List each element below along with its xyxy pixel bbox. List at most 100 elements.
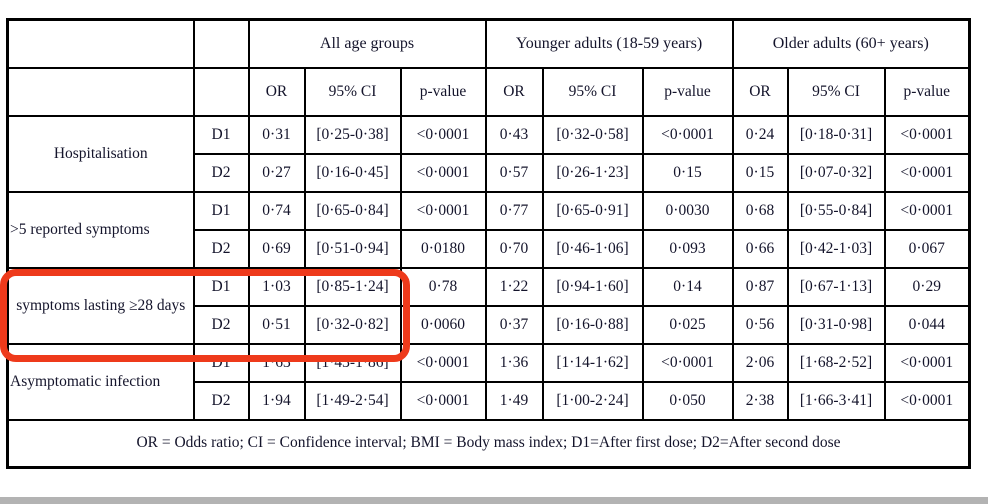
odds-ratio-table: All age groups Younger adults (18-59 yea…: [6, 18, 971, 469]
cell-ci: [0·31-0·98]: [786, 304, 886, 345]
footnote-row: OR = Odds ratio; CI = Confidence interva…: [6, 418, 971, 469]
cell-pvalue: <0·0001: [399, 342, 487, 383]
outcome-label-asymptomatic-infection: Asymptomatic infection: [6, 342, 195, 421]
cell-pvalue: 0·14: [641, 266, 734, 307]
cell-or: 1·36: [484, 342, 544, 383]
cell-or: 2·06: [731, 342, 789, 383]
dose-label: D1: [192, 114, 250, 155]
cell-or: 2·38: [731, 380, 789, 421]
col-header-or: OR: [484, 66, 544, 117]
cell-ci: [0·67-1·13]: [786, 266, 886, 307]
cell-or: 0·87: [731, 266, 789, 307]
cell-or: 0·70: [484, 228, 544, 269]
group-header-younger-adults: Younger adults (18-59 years): [484, 18, 734, 69]
cell-or: 0·27: [247, 152, 306, 193]
cell-pvalue: <0·0001: [399, 114, 487, 155]
group-header-all-ages: All age groups: [247, 18, 487, 69]
cell-ci: [0·55-0·84]: [786, 190, 886, 231]
cell-ci: [0·07-0·32]: [786, 152, 886, 193]
outcome-label-symptoms-28-days: symptoms lasting ≥28 days: [6, 266, 195, 345]
cell-ci: [1·49-2·54]: [303, 380, 402, 421]
col-header-or: OR: [731, 66, 789, 117]
cell-or: 1·63: [247, 342, 306, 383]
cell-pvalue: 0·025: [641, 304, 734, 345]
outcome-label-5-reported-symptoms: >5 reported symptoms: [6, 190, 195, 269]
col-header-pvalue: p-value: [399, 66, 487, 117]
cell-or: 0·74: [247, 190, 306, 231]
cell-pvalue: <0·0001: [641, 342, 734, 383]
cell-pvalue: 0·093: [641, 228, 734, 269]
cell-pvalue: <0·0001: [883, 380, 971, 421]
cell-ci: [0·26-1·23]: [541, 152, 644, 193]
dose-label: D1: [192, 342, 250, 383]
table-row-28days-d1: symptoms lasting ≥28 days D1 1·03 [0·85-…: [6, 266, 971, 345]
dose-label: D2: [192, 228, 250, 269]
col-header-pvalue: p-value: [883, 66, 971, 117]
cell-ci: [0·65-0·84]: [303, 190, 402, 231]
cell-or: 1·03: [247, 266, 306, 307]
cell-pvalue: <0·0001: [883, 342, 971, 383]
cell-or: 0·66: [731, 228, 789, 269]
cell-ci: [1·00-2·24]: [541, 380, 644, 421]
cell-or: 1·94: [247, 380, 306, 421]
cell-or: 0·69: [247, 228, 306, 269]
cell-pvalue: <0·0001: [883, 152, 971, 193]
cell-ci: [0·65-0·91]: [541, 190, 644, 231]
col-header-pvalue: p-value: [641, 66, 734, 117]
cell-pvalue: 0·067: [883, 228, 971, 269]
dose-label: D2: [192, 152, 250, 193]
sub-header-row: OR 95% CI p-value OR 95% CI p-value OR 9…: [6, 66, 971, 117]
cell-pvalue: <0·0001: [399, 190, 487, 231]
cell-ci: [0·46-1·06]: [541, 228, 644, 269]
cell-or: 0·31: [247, 114, 306, 155]
corner-cell-dose: [192, 18, 250, 69]
cell-pvalue: 0·050: [641, 380, 734, 421]
cell-or: 0·37: [484, 304, 544, 345]
dose-label: D2: [192, 380, 250, 421]
cell-ci: [1·14-1·62]: [541, 342, 644, 383]
cell-pvalue: 0·0180: [399, 228, 487, 269]
cell-pvalue: 0·044: [883, 304, 971, 345]
table-row-asymptomatic-d1: Asymptomatic infection D1 1·63 [1·43-1·8…: [6, 342, 971, 421]
col-header-ci: 95% CI: [786, 66, 886, 117]
cell-or: 0·15: [731, 152, 789, 193]
cell-ci: [1·68-2·52]: [786, 342, 886, 383]
cell-or: 1·49: [484, 380, 544, 421]
cell-or: 0·57: [484, 152, 544, 193]
cell-ci: [1·43-1·86]: [303, 342, 402, 383]
col-header-ci: 95% CI: [541, 66, 644, 117]
results-table-container: All age groups Younger adults (18-59 yea…: [6, 18, 971, 469]
cell-pvalue: 0·15: [641, 152, 734, 193]
cell-pvalue: 0·0060: [399, 304, 487, 345]
cell-or: 0·56: [731, 304, 789, 345]
cell-or: 0·68: [731, 190, 789, 231]
table-row-asymptomatic-d2: D2 1·94 [1·49-2·54] <0·0001 1·49 [1·00-2…: [8, 380, 971, 421]
table-row-5symptoms-d2: D2 0·69 [0·51-0·94] 0·0180 0·70 [0·46-1·…: [8, 228, 971, 269]
cell-pvalue: 0·0030: [641, 190, 734, 231]
cell-ci: [0·18-0·31]: [786, 114, 886, 155]
group-header-older-adults: Older adults (60+ years): [731, 18, 971, 69]
cell-ci: [0·42-1·03]: [786, 228, 886, 269]
cell-pvalue: <0·0001: [883, 114, 971, 155]
table-footnote: OR = Odds ratio; CI = Confidence interva…: [6, 418, 971, 469]
cell-ci: [0·32-0·58]: [541, 114, 644, 155]
col-header-or: OR: [247, 66, 306, 117]
outcome-label-hospitalisation: Hospitalisation: [6, 114, 195, 193]
cell-or: 1·22: [484, 266, 544, 307]
empty-cell: [6, 66, 195, 117]
group-header-row: All age groups Younger adults (18-59 yea…: [6, 18, 971, 69]
cell-pvalue: <0·0001: [641, 114, 734, 155]
table-row-5symptoms-d1: >5 reported symptoms D1 0·74 [0·65-0·84]…: [6, 190, 971, 269]
cell-pvalue: <0·0001: [399, 380, 487, 421]
dose-label: D1: [192, 266, 250, 307]
cell-or: 0·43: [484, 114, 544, 155]
cell-or: 0·24: [731, 114, 789, 155]
cell-ci: [0·85-1·24]: [303, 266, 402, 307]
corner-cell-outcome: [6, 18, 195, 69]
cell-ci: [0·94-1·60]: [541, 266, 644, 307]
table-row-hospitalisation-d1: Hospitalisation D1 0·31 [0·25-0·38] <0·0…: [6, 114, 971, 193]
cell-or: 0·77: [484, 190, 544, 231]
table-row-28days-d2: D2 0·51 [0·32-0·82] 0·0060 0·37 [0·16-0·…: [8, 304, 971, 345]
cell-pvalue: <0·0001: [883, 190, 971, 231]
dose-label: D1: [192, 190, 250, 231]
